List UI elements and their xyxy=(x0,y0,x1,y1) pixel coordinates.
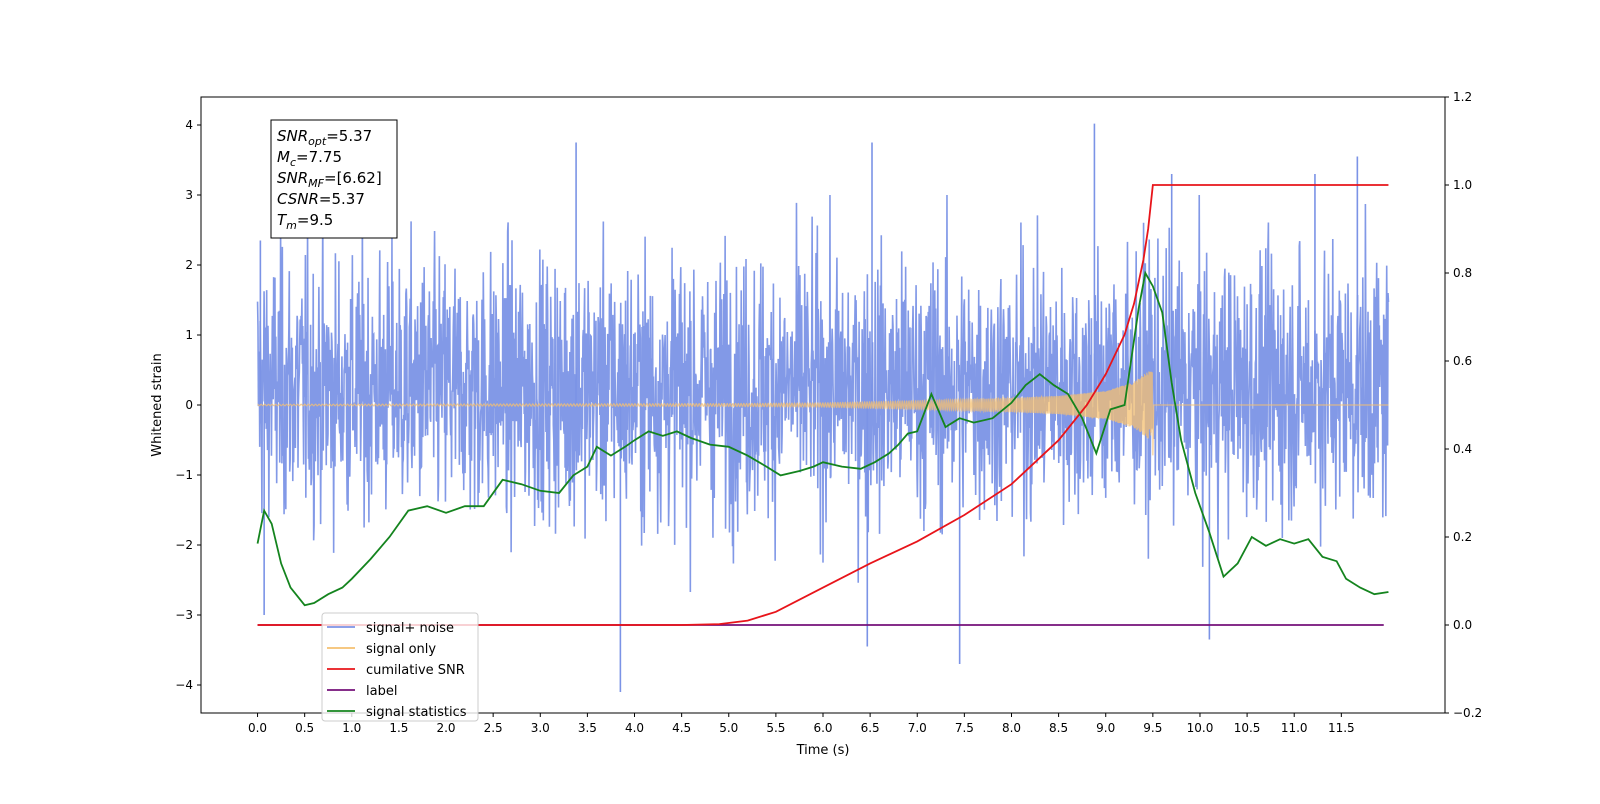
series-cumilative-snrline xyxy=(257,184,1389,626)
series-signal-noise-line xyxy=(256,194,1390,593)
x-tick-label: 4.0 xyxy=(625,721,644,735)
annotation-line: CSNR=5.37 xyxy=(277,190,365,208)
y-left-tick-label: −2 xyxy=(175,538,193,552)
y-left-tick-label: 4 xyxy=(185,118,193,132)
y-right-tick-label: −0.2 xyxy=(1453,706,1482,720)
annotation-box: SNRopt=5.37Mc=7.75SNRMF=[6.62]CSNR=5.37T… xyxy=(270,119,398,239)
x-tick-label: 9.0 xyxy=(1096,721,1115,735)
y-left-tick-label: 1 xyxy=(185,328,193,342)
y-right-tick-label: 1.0 xyxy=(1453,178,1472,192)
series-signal-only-line xyxy=(257,371,1389,456)
series-signal-statisticsline xyxy=(256,270,1389,607)
annotation-symbol: T xyxy=(277,211,288,229)
annotation-line: Tm=9.5 xyxy=(277,211,333,232)
y-axis-right: 1.2 1.0 0.8 0.6 0.4 0.2 0.0 −0.2 xyxy=(1445,90,1482,720)
x-tick-label: 2.5 xyxy=(484,721,503,735)
y-left-tick-label: −3 xyxy=(175,608,193,622)
x-tick-label: 0.0 xyxy=(248,721,267,735)
legend-label: cumilative SNR xyxy=(366,663,465,678)
annotation-value: =[6.62] xyxy=(324,169,382,187)
x-tick-label: 1.5 xyxy=(389,721,408,735)
y-axis-left: 4 3 2 1 0 −1 −2 −3 −4 xyxy=(175,118,201,692)
annotation-value: =7.75 xyxy=(296,148,342,166)
y-axis-label-left: Whitened strain xyxy=(150,353,165,456)
y-left-tick-label: −1 xyxy=(175,468,193,482)
annotation-line: SNRMF=[6.62] xyxy=(277,169,382,190)
y-left-tick-label: 0 xyxy=(185,398,193,412)
legend-frame xyxy=(321,612,479,722)
y-left-tick-label: 3 xyxy=(185,188,193,202)
annotation-value: =9.5 xyxy=(297,211,333,229)
x-tick-label: 5.5 xyxy=(766,721,785,735)
annotation-line: SNRopt=5.37 xyxy=(277,127,372,148)
y-right-tick-label: 0.8 xyxy=(1453,266,1472,280)
y-right-tick-label: 0.2 xyxy=(1453,530,1472,544)
x-tick-label: 9.5 xyxy=(1143,721,1162,735)
x-tick-label: 2.0 xyxy=(436,721,455,735)
annotation-value: =5.37 xyxy=(326,127,372,145)
legend-label: signal only xyxy=(366,642,436,657)
legend-label: label xyxy=(366,684,397,699)
x-tick-label: 8.5 xyxy=(1049,721,1068,735)
x-axis-label: Time (s) xyxy=(796,743,850,758)
x-tick-label: 11.0 xyxy=(1281,721,1308,735)
annotation-subscript: c xyxy=(290,156,296,169)
plot-area xyxy=(256,123,1390,692)
legend: signal+ noise signal only cumilative SNR la… xyxy=(321,612,479,722)
annotation-lines: SNRopt=5.37Mc=7.75SNRMF=[6.62]CSNR=5.37T… xyxy=(277,127,382,232)
x-tick-label: 0.5 xyxy=(295,721,314,735)
y-right-tick-label: 1.2 xyxy=(1453,90,1472,104)
y-right-tick-label: 0.6 xyxy=(1453,354,1472,368)
y-right-tick-label: 0.0 xyxy=(1453,618,1472,632)
x-tick-label: 7.0 xyxy=(908,721,927,735)
annotation-symbol: M xyxy=(277,148,290,166)
x-tick-label: 6.0 xyxy=(813,721,832,735)
x-tick-label: 8.0 xyxy=(1002,721,1021,735)
x-tick-label: 10.0 xyxy=(1187,721,1214,735)
x-tick-label: 5.0 xyxy=(719,721,738,735)
annotation-frame xyxy=(270,119,398,239)
annotation-symbol: SNR xyxy=(277,127,308,145)
x-tick-label: 1.0 xyxy=(342,721,361,735)
x-tick-label: 11.5 xyxy=(1328,721,1355,735)
x-tick-label: 6.5 xyxy=(861,721,880,735)
annotation-subscript: m xyxy=(286,219,297,232)
x-tick-label: 3.0 xyxy=(531,721,550,735)
legend-label: signal statistics xyxy=(366,705,467,720)
y-left-tick-label: 2 xyxy=(185,258,193,272)
annotation-line: Mc=7.75 xyxy=(277,148,342,169)
x-tick-label: 10.5 xyxy=(1234,721,1261,735)
annotation-subscript: opt xyxy=(308,135,327,148)
x-tick-label: 4.5 xyxy=(672,721,691,735)
y-right-tick-label: 0.4 xyxy=(1453,442,1472,456)
x-tick-label: 7.5 xyxy=(955,721,974,735)
annotation-symbol: CSNR xyxy=(277,190,319,208)
annotation-symbol: SNR xyxy=(277,169,308,187)
x-tick-label: 3.5 xyxy=(578,721,597,735)
y-left-tick-label: −4 xyxy=(175,678,193,692)
annotation-subscript: MF xyxy=(308,177,324,190)
annotation-value: =5.37 xyxy=(319,190,365,208)
legend-entries: signal+ noise signal only cumilative SNR la… xyxy=(327,621,467,720)
legend-label: signal+ noise xyxy=(366,621,454,636)
x-axis: 0.0 0.5 1.0 1.5 2.0 2.5 3.0 3.5 4.0 4.5 5.0 5.5 6.0 6… xyxy=(248,713,1355,735)
